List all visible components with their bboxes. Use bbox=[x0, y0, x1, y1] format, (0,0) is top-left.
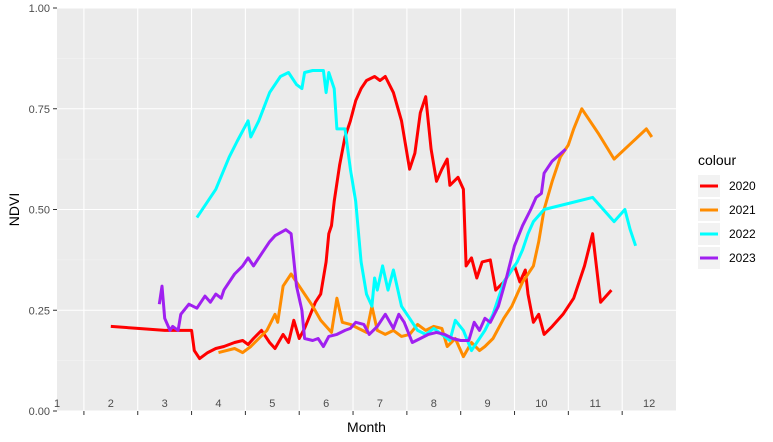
x-axis-title: Month bbox=[347, 419, 386, 435]
series-line-2020 bbox=[110, 75, 613, 361]
minor-gridlines bbox=[57, 58, 676, 361]
legend-label-2020: 2020 bbox=[729, 179, 756, 193]
y-axis-title: NDVI bbox=[6, 193, 22, 226]
legend: colour 2020 2021 2022 2023 bbox=[698, 152, 756, 269]
x-tick-label: 6 bbox=[323, 398, 329, 410]
series-lines bbox=[110, 69, 654, 361]
y-tick-label: 0.50 bbox=[29, 205, 50, 217]
y-tick-label: 1.00 bbox=[29, 3, 50, 15]
major-gridlines bbox=[57, 7, 676, 412]
legend-items: 2020 2021 2022 2023 bbox=[698, 175, 756, 269]
x-tick-label: 10 bbox=[535, 398, 547, 410]
y-axis-ticks bbox=[53, 7, 57, 412]
x-tick-label: 1 bbox=[54, 398, 60, 410]
x-axis-ticks bbox=[83, 411, 623, 415]
x-tick-label: 7 bbox=[377, 398, 383, 410]
series-line-2023 bbox=[157, 147, 567, 348]
y-tick-label: 0.25 bbox=[29, 305, 50, 317]
legend-title: colour bbox=[698, 152, 736, 168]
x-tick-label: 11 bbox=[590, 398, 601, 410]
legend-label-2023: 2023 bbox=[729, 251, 756, 265]
legend-label-2022: 2022 bbox=[729, 227, 756, 241]
x-tick-label: 2 bbox=[108, 398, 114, 410]
series-line-2021 bbox=[218, 107, 654, 359]
y-tick-labels: 0.00 0.25 0.50 0.75 1.00 bbox=[29, 3, 50, 418]
x-tick-label: 5 bbox=[269, 398, 275, 410]
x-tick-label: 9 bbox=[485, 398, 491, 410]
x-tick-label: 8 bbox=[431, 398, 437, 410]
x-tick-label: 4 bbox=[215, 398, 221, 410]
y-tick-label: 0.75 bbox=[29, 104, 50, 116]
y-tick-label: 0.00 bbox=[29, 406, 50, 418]
x-tick-label: 12 bbox=[643, 398, 655, 410]
x-tick-labels: 1 2 3 4 5 6 7 8 9 10 11 12 bbox=[54, 398, 655, 410]
series-line-2022 bbox=[195, 69, 638, 353]
legend-label-2021: 2021 bbox=[729, 203, 756, 217]
x-tick-label: 3 bbox=[162, 398, 168, 410]
